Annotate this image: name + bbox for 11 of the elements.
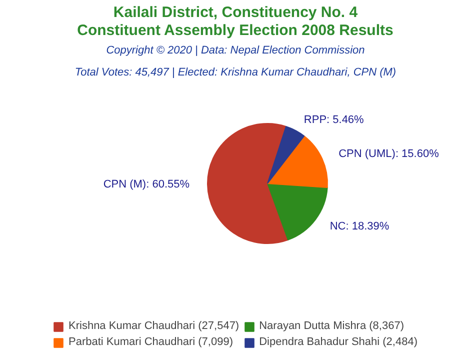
chart-subtitle: Copyright © 2020 | Data: Nepal Election Commission <box>106 44 365 56</box>
data-label: CPN (UML): 15.60% <box>338 148 440 160</box>
legend-label: Narayan Dutta Mishra (8,367) <box>259 320 405 332</box>
data-label: RPP: 5.46% <box>304 114 364 126</box>
chart-title: Kailali District, Constituency No. 4 Constituent Assembly Election 2008 Results <box>77 4 394 39</box>
data-label: NC: 18.39% <box>330 220 390 233</box>
data-label: CPN (M): 60.55% <box>103 178 190 191</box>
text: Total Votes: 45,497 | Elected: Krishna Kumar Chaudhari, CPN (M) <box>74 66 396 78</box>
legend-label: Parbati Kumari Chaudhari (7,099) <box>68 336 233 348</box>
legend-label: Dipendra Bahadur Shahi (2,484) <box>259 336 418 348</box>
legend-label: Krishna Kumar Chaudhari (27,547) <box>68 320 240 332</box>
